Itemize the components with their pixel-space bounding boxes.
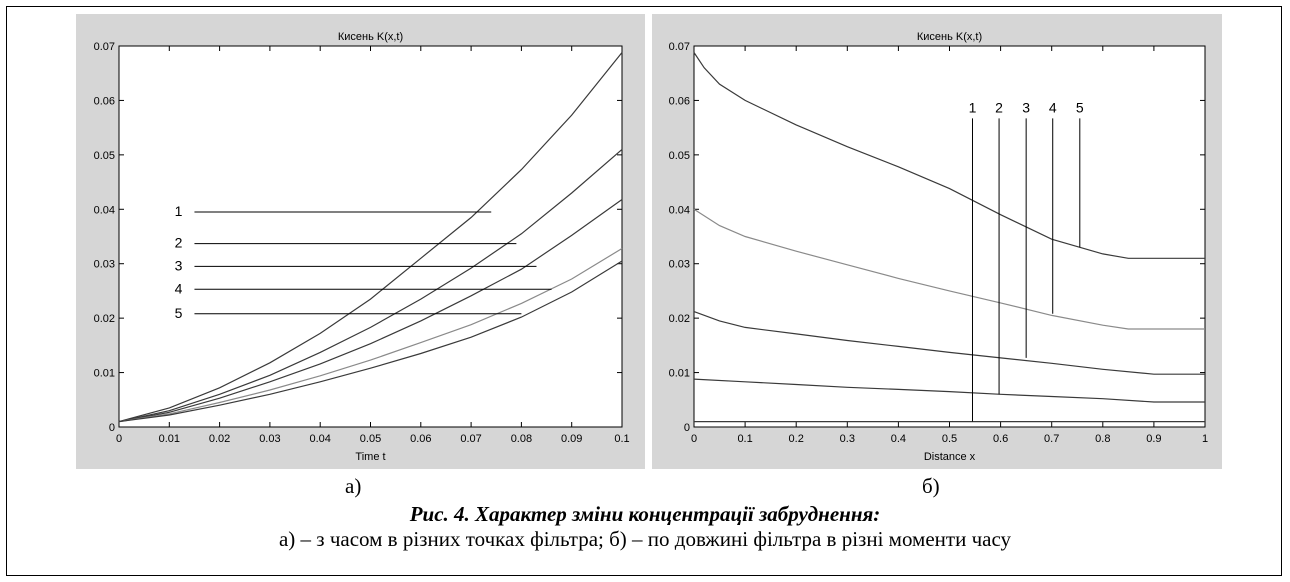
annotation-label-1: 1 xyxy=(175,203,183,219)
chart-b-svg: Кисень K(x,t) Distance x 0 0.1 0.2 0.3 0.4 0.5 0… xyxy=(669,31,1208,463)
y-tick-label: 0.05 xyxy=(94,150,115,162)
series-line-2 xyxy=(693,208,1205,330)
x-tick-label: 0.06 xyxy=(410,433,431,445)
figure-caption-description: а) – з часом в різних точках фільтра; б)… xyxy=(278,527,1012,551)
x-tick-label: 0 xyxy=(116,433,122,445)
y-tick-label: 0.01 xyxy=(669,368,690,380)
y-tick-label: 0.03 xyxy=(669,259,690,271)
annotation-label-4: 4 xyxy=(175,280,183,296)
x-tick-label: 0.4 xyxy=(891,433,906,445)
series-line-5 xyxy=(118,260,623,423)
x-tick-label: 0.05 xyxy=(360,433,381,445)
annotation-label-5: 5 xyxy=(1076,99,1084,115)
y-tick-label: 0.05 xyxy=(669,150,690,162)
chart-panel-b: Кисень K(x,t) Distance x 0 0.1 0.2 0.3 0.4 0.5 0… xyxy=(652,14,1222,469)
series-line-3 xyxy=(118,199,623,423)
annotation-label-5: 5 xyxy=(175,305,183,321)
x-axis-label: Time t xyxy=(355,451,385,463)
x-tick-label: 0.07 xyxy=(460,433,481,445)
x-tick-label: 1 xyxy=(1202,433,1208,445)
y-tick-label: 0.07 xyxy=(94,41,115,53)
y-tick-label: 0.03 xyxy=(94,259,115,271)
annotation-label-2: 2 xyxy=(175,235,183,251)
x-tick-label: 0.08 xyxy=(511,433,532,445)
chart-title: Кисень K(x,t) xyxy=(338,31,403,43)
series-line-2 xyxy=(118,148,623,423)
chart-title: Кисень K(x,t) xyxy=(917,31,982,43)
x-tick-label: 0 xyxy=(691,433,697,445)
x-tick-label: 0.03 xyxy=(259,433,280,445)
y-tick-label: 0.04 xyxy=(94,204,115,216)
x-axis-label: Distance x xyxy=(924,451,976,463)
annotation-label-3: 3 xyxy=(175,257,183,273)
annotation-label-4: 4 xyxy=(1049,99,1057,115)
series-line-3 xyxy=(693,311,1205,375)
x-tick-label: 0.04 xyxy=(309,433,330,445)
chart-panel-a: Кисень K(x,t) Time t 0 0.01 0.02 0.03 0.04 0.05… xyxy=(76,14,645,469)
plot-area xyxy=(118,45,623,428)
series-line-1 xyxy=(118,52,623,423)
subfigure-label-a: а) xyxy=(345,474,362,498)
annotation-label-2: 2 xyxy=(995,99,1003,115)
figure-caption-title: Рис. 4. Характер зміни концентрації забр… xyxy=(409,502,881,526)
x-tick-label: 0.7 xyxy=(1044,433,1059,445)
plot-area xyxy=(693,45,1206,428)
chart-a-svg: Кисень K(x,t) Time t 0 0.01 0.02 0.03 0.04 0.05… xyxy=(94,31,630,463)
x-tick-label: 0.3 xyxy=(840,433,855,445)
y-tick-label: 0.06 xyxy=(94,95,115,107)
y-tick-label: 0.01 xyxy=(94,368,115,380)
y-tick-label: 0.06 xyxy=(669,95,690,107)
x-tick-label: 0.8 xyxy=(1095,433,1110,445)
x-tick-label: 0.6 xyxy=(993,433,1008,445)
y-tick-label: 0.02 xyxy=(94,313,115,325)
y-tick-label: 0 xyxy=(109,422,115,434)
series-line-4 xyxy=(693,378,1205,403)
x-tick-label: 0.1 xyxy=(737,433,752,445)
y-tick-label: 0 xyxy=(684,422,690,434)
x-tick-label: 0.09 xyxy=(561,433,582,445)
annotation-label-1: 1 xyxy=(969,99,977,115)
figure-frame xyxy=(6,6,1282,576)
x-tick-label: 0.1 xyxy=(614,433,629,445)
x-tick-label: 0.2 xyxy=(789,433,804,445)
series-line-1 xyxy=(693,52,1205,259)
x-tick-label: 0.01 xyxy=(159,433,180,445)
x-tick-label: 0.9 xyxy=(1146,433,1161,445)
annotation-label-3: 3 xyxy=(1022,99,1030,115)
series-line-4 xyxy=(118,247,623,423)
subfigure-label-b: б) xyxy=(922,474,940,498)
x-tick-label: 0.5 xyxy=(942,433,957,445)
y-tick-label: 0.04 xyxy=(669,204,690,216)
y-tick-label: 0.02 xyxy=(669,313,690,325)
x-tick-label: 0.02 xyxy=(209,433,230,445)
y-tick-label: 0.07 xyxy=(669,41,690,53)
